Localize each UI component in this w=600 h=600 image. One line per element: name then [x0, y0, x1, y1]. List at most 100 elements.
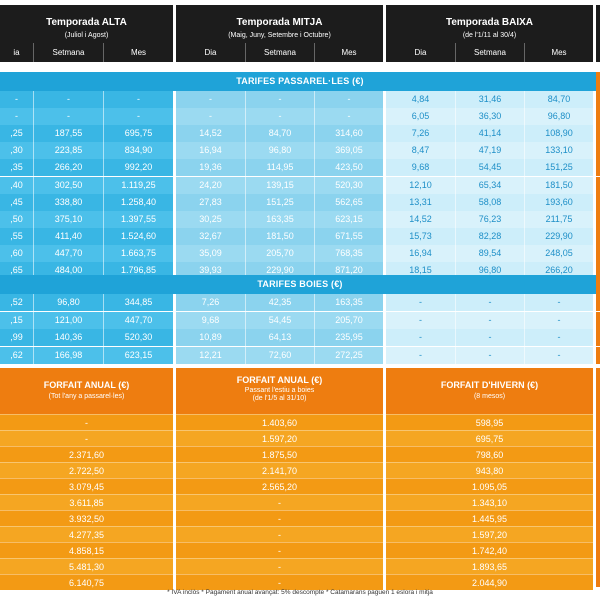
boies-cell: 447,70 [103, 311, 173, 329]
passarel-cell: - [103, 108, 173, 126]
forfait-2-line2: (de l'1/5 al 31/10) [252, 395, 307, 402]
passarel-cell: ,30 [0, 142, 33, 160]
passarel-edge [596, 108, 600, 126]
forfait-cell: 2.371,60 [0, 446, 173, 462]
passarel-cell: 108,90 [524, 125, 593, 143]
passarel-cell: 139,15 [245, 176, 314, 194]
passarel-cell: 229,90 [245, 262, 314, 279]
subheader-alta-mes: Mes [103, 43, 173, 62]
subheader-baixa-dia: Dia [386, 43, 455, 62]
boies-cell: - [455, 329, 524, 346]
passarel-cell: 151,25 [524, 159, 593, 177]
passarel-cell: 36,30 [455, 108, 524, 126]
passarel-cell: - [0, 108, 33, 126]
passarel-cell: 151,25 [245, 193, 314, 211]
boies-cell: - [455, 311, 524, 329]
boies-cell: 121,00 [33, 311, 103, 329]
passarel-edge [596, 159, 600, 177]
forfait-row: 5.481,30-1.893,65 [0, 558, 600, 574]
subheader-alta-setmana: Setmana [33, 43, 103, 62]
passarel-cell: 19,36 [176, 159, 245, 177]
boies-cell: - [524, 329, 593, 346]
passarel-edge [596, 227, 600, 245]
passarel-cell: ,40 [0, 176, 33, 194]
passarel-cell: 1.524,60 [103, 227, 173, 245]
passarel-title: TARIFES PASSAREL·LES (€) [236, 76, 364, 86]
boies-edge [596, 294, 600, 311]
passarel-cell: 193,60 [524, 193, 593, 211]
passarel-cell: 484,00 [33, 262, 103, 279]
forfait-header-2: FORFAIT ANUAL (€) Passant l'estiu a boie… [176, 368, 383, 414]
forfait-1-line: (Tot l'any a passarel·les) [48, 393, 125, 400]
passarel-cell: 1.258,40 [103, 193, 173, 211]
forfait-cell: 598,95 [386, 414, 593, 430]
forfait-edge [596, 368, 600, 587]
passarel-row: ,65 484,00 1.796,85 39,93 229,90 871,20 18,15 9… [0, 262, 600, 279]
boies-cell: - [386, 311, 455, 329]
forfait-cell: - [176, 574, 383, 590]
passarel-cell: 89,54 [455, 244, 524, 262]
passarel-cell: 27,83 [176, 193, 245, 211]
forfait-cell: 695,75 [386, 430, 593, 446]
forfait-2-line1: Passant l'estiu a boies [244, 387, 315, 394]
boies-cell: ,62 [0, 346, 33, 364]
boies-cell: - [524, 294, 593, 311]
boies-cell: ,15 [0, 311, 33, 329]
passarel-row: ,25 187,55 695,75 14,52 84,70 314,60 7,26 41,14… [0, 125, 600, 143]
boies-cell: - [455, 346, 524, 364]
forfait-cell: 3.611,85 [0, 494, 173, 510]
forfait-header-3: FORFAIT D'HIVERN (€) (8 mesos) [386, 368, 593, 414]
forfait-cell: 943,80 [386, 462, 593, 478]
boies-edge [596, 329, 600, 346]
passarel-cell: 266,20 [524, 262, 593, 279]
passarel-cell: 76,23 [455, 210, 524, 228]
header-alta-subtitle: (Juliol i Agost) [64, 32, 109, 39]
boies-cell: 235,95 [314, 329, 383, 346]
forfait-cell: 6.140,75 [0, 574, 173, 590]
passarel-cell: 520,30 [314, 176, 383, 194]
boies-cell: ,99 [0, 329, 33, 346]
header-baixa-title: Temporada BAIXA [445, 17, 534, 28]
passarel-cell: 114,95 [245, 159, 314, 177]
passarel-band: TARIFES PASSAREL·LES (€) [0, 72, 600, 91]
passarel-row: ,45 338,80 1.258,40 27,83 151,25 562,65 13,31 5… [0, 193, 600, 211]
forfait-cell: - [176, 494, 383, 510]
forfait-cell: - [176, 526, 383, 542]
boies-cell: 623,15 [103, 346, 173, 364]
passarel-cell: ,25 [0, 125, 33, 143]
boies-cell: 42,35 [245, 294, 314, 311]
passarel-cell: 96,80 [455, 262, 524, 279]
forfait-cell: 1.403,60 [176, 414, 383, 430]
passarel-cell: 248,05 [524, 244, 593, 262]
passarel-cell: 187,55 [33, 125, 103, 143]
forfait-cell: - [176, 542, 383, 558]
passarel-cell: - [103, 91, 173, 108]
forfait-cell: - [176, 510, 383, 526]
forfait-row: 2.722,50 2.141,70 943,80 [0, 462, 600, 478]
passarel-cell: 1.397,55 [103, 210, 173, 228]
passarel-cell: 30,25 [176, 210, 245, 228]
boies-band-edge [596, 275, 600, 294]
passarel-cell: 302,50 [33, 176, 103, 194]
forfait-2-title: FORFAIT ANUAL (€) [236, 375, 323, 385]
passarel-cell: ,45 [0, 193, 33, 211]
passarel-cell: 181,50 [245, 227, 314, 245]
boies-cell: - [386, 294, 455, 311]
forfait-cell: 4.858,15 [0, 542, 173, 558]
passarel-cell: 84,70 [245, 125, 314, 143]
forfait-cell: 1.893,65 [386, 558, 593, 574]
passarel-cell: 181,50 [524, 176, 593, 194]
forfait-cell: - [176, 558, 383, 574]
passarel-cell: 623,15 [314, 210, 383, 228]
forfait-cell: - [0, 414, 173, 430]
passarel-cell: 82,28 [455, 227, 524, 245]
boies-cell: - [524, 311, 593, 329]
passarel-cell: 96,80 [245, 142, 314, 160]
boies-row: ,52 96,80 344,85 7,26 42,35 163,35- - - [0, 294, 600, 311]
boies-edge [596, 311, 600, 329]
forfait-cell: 2.722,50 [0, 462, 173, 478]
forfait-header-1: FORFAIT ANUAL (€) (Tot l'any a passarel·… [0, 368, 173, 414]
passarel-cell: ,50 [0, 210, 33, 228]
passarel-cell: 96,80 [524, 108, 593, 126]
passarel-cell: - [176, 91, 245, 108]
